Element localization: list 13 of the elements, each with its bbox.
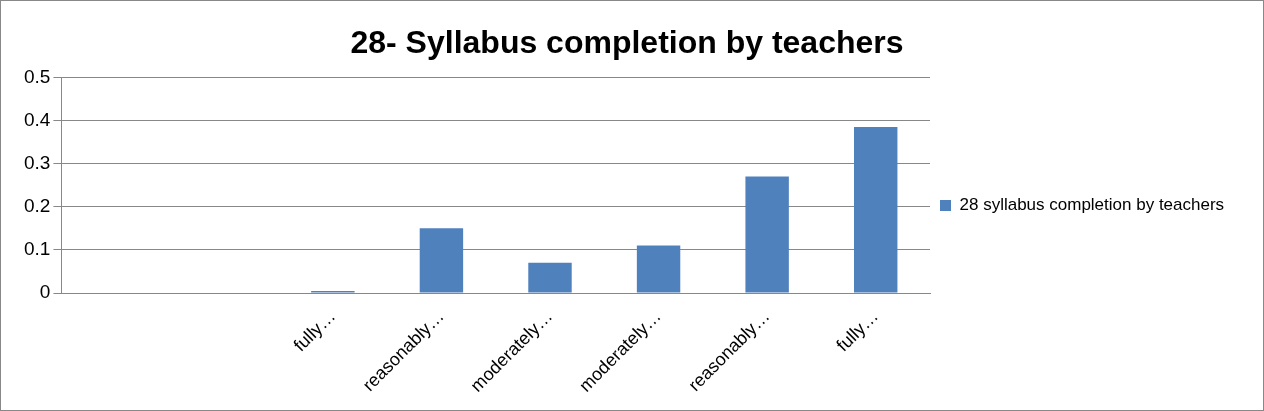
bar	[854, 127, 898, 293]
chart-title: 28- Syllabus completion by teachers	[350, 24, 904, 61]
y-tick-label: 0.3	[23, 151, 51, 173]
y-tick-label: 0	[39, 281, 51, 303]
bar	[528, 262, 572, 293]
legend-label: 28 syllabus completion by teachers	[959, 195, 1225, 215]
bar	[745, 176, 789, 293]
y-tick-label: 0.5	[23, 65, 51, 87]
bar	[419, 228, 464, 293]
y-tick-label: 0.2	[23, 195, 51, 217]
bar	[636, 245, 681, 293]
y-tick-label: 0.1	[23, 238, 51, 260]
y-tick-label: 0.4	[23, 108, 51, 130]
